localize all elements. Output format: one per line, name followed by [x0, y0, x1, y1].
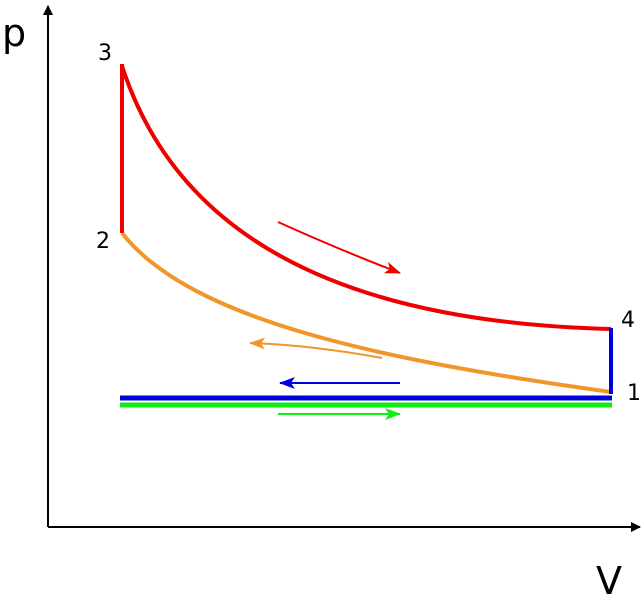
point-label: 2	[96, 229, 110, 254]
point-label: 1	[627, 381, 641, 406]
expansion-curve	[120, 65, 612, 331]
point-label: 4	[621, 308, 635, 333]
point-label: 3	[98, 41, 112, 66]
y-axis-label: p	[2, 11, 26, 55]
compression-arrow	[249, 337, 383, 359]
compression-curve	[120, 231, 612, 394]
expansion-arrow	[277, 221, 401, 274]
x-axis-label: V	[596, 559, 622, 603]
